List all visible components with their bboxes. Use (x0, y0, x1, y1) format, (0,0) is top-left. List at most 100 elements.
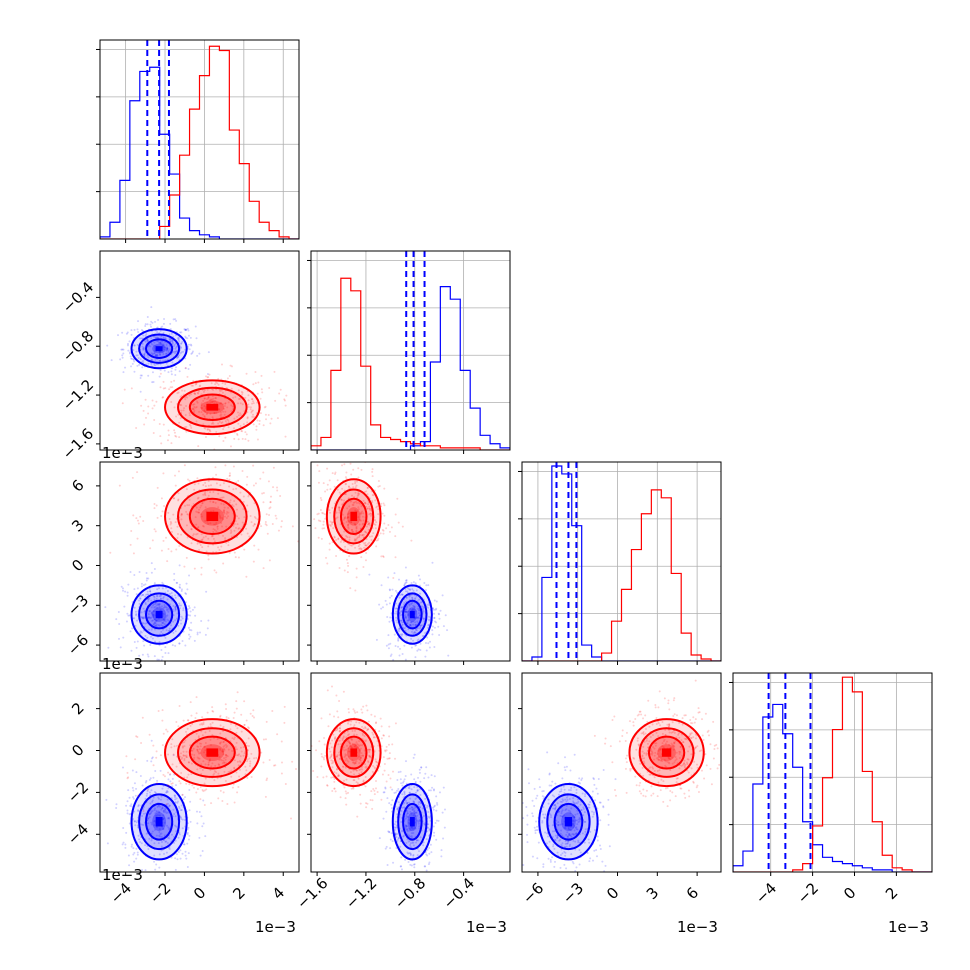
scatter-point (534, 829, 537, 832)
scatter-point (350, 787, 353, 790)
scatter-point (179, 782, 182, 785)
scatter-point (174, 484, 177, 487)
scatter-point (217, 383, 220, 386)
scatter-point (386, 757, 389, 760)
scatter-point (417, 803, 420, 806)
scatter-point (218, 420, 221, 423)
scatter-point (185, 328, 188, 331)
scatter-point (696, 766, 699, 769)
scatter-point (164, 341, 167, 344)
scatter-point (399, 770, 402, 773)
scatter-point (154, 364, 157, 367)
scatter-point (584, 828, 587, 831)
scatter-point (227, 544, 230, 547)
scatter-point (238, 760, 241, 763)
scatter-point (669, 789, 672, 792)
scatter-point (150, 810, 153, 813)
scatter-point (200, 730, 203, 733)
scatter-point (165, 791, 168, 794)
scatter-point (159, 598, 162, 601)
scatter-point (243, 548, 246, 551)
scatter-point (247, 726, 250, 729)
scatter-point (359, 547, 362, 550)
scatter-point (186, 327, 189, 330)
scatter-point (165, 728, 168, 731)
scatter-point (347, 707, 350, 710)
scatter-point (212, 530, 215, 533)
scatter-point (157, 810, 160, 813)
scatter-point (199, 798, 202, 801)
scatter-point (411, 597, 414, 600)
scatter-point (602, 769, 605, 772)
scatter-point (435, 838, 438, 841)
y-tick-label: −1.2 (59, 376, 97, 414)
scatter-point (366, 486, 369, 489)
scatter-point (583, 841, 586, 844)
scatter-point (353, 743, 356, 746)
scatter-point (573, 786, 576, 789)
scatter-point (331, 762, 334, 765)
scatter-point (136, 819, 139, 822)
scatter-point (362, 566, 365, 569)
scatter-point (232, 505, 235, 508)
scatter-point (685, 738, 688, 741)
scatter-point (408, 595, 411, 598)
scatter-point (568, 797, 571, 800)
scatter-point (569, 812, 572, 815)
scatter-point (396, 832, 399, 835)
scatter-point (176, 457, 178, 459)
scatter-point (135, 857, 138, 860)
scatter-point (164, 359, 167, 362)
scatter-point (151, 321, 154, 324)
scatter-point (158, 624, 161, 627)
scatter-point (354, 486, 357, 489)
scatter-point (147, 598, 150, 601)
scatter-point (268, 759, 271, 762)
scatter-point (135, 354, 138, 357)
scatter-point (148, 816, 151, 819)
scatter-point (428, 816, 431, 819)
scatter-point (158, 834, 161, 837)
scatter-point (250, 411, 253, 414)
scatter-point (229, 499, 232, 502)
scatter-point (364, 502, 367, 505)
scatter-point (124, 843, 127, 846)
scatter-point (367, 728, 370, 731)
scatter-point (224, 703, 227, 706)
scatter-point (126, 612, 129, 615)
scatter-point (241, 391, 244, 394)
scatter-point (568, 832, 571, 835)
scatter-point (265, 720, 268, 723)
y-tick-label: −1.6 (59, 425, 97, 463)
scatter-point (252, 383, 255, 386)
x-tick-label: 0 (190, 884, 209, 903)
scatter-point (419, 780, 422, 783)
scatter-point (318, 740, 321, 743)
scatter-point (273, 764, 276, 767)
scatter-point (400, 820, 403, 823)
scatter-point (165, 791, 168, 794)
scatter-point (375, 506, 378, 509)
scatter-point (433, 612, 436, 615)
scatter-point (245, 372, 248, 375)
scatter-point (426, 848, 429, 851)
scatter-point (218, 758, 221, 761)
scatter-point (179, 346, 182, 349)
scatter-point (246, 760, 249, 763)
scatter-point (550, 784, 553, 787)
scatter-point (145, 416, 148, 419)
scatter-point (207, 522, 210, 525)
scatter-point (106, 344, 109, 347)
scatter-point (201, 546, 204, 549)
scatter-point (166, 609, 169, 612)
scatter-point (190, 352, 193, 355)
scatter-point (150, 760, 153, 763)
scatter-point (153, 854, 156, 857)
scatter-point (213, 529, 216, 532)
scatter-point (559, 866, 562, 869)
scatter-point (321, 755, 324, 758)
scatter-point (356, 501, 359, 504)
scatter-point (333, 777, 336, 780)
scatter-point (195, 533, 198, 536)
y-tick-label: −3 (64, 591, 92, 619)
